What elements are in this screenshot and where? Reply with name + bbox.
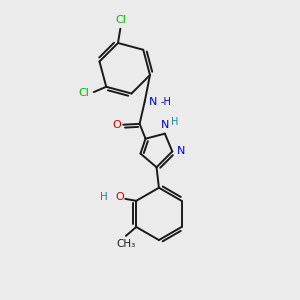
Text: Cl: Cl — [79, 88, 90, 98]
Text: H: H — [100, 192, 108, 202]
Text: N: N — [149, 97, 157, 107]
Text: O: O — [115, 192, 124, 202]
Text: Cl: Cl — [116, 15, 126, 25]
Text: N: N — [161, 120, 169, 130]
Text: -H: -H — [160, 97, 171, 107]
Text: CH₃: CH₃ — [116, 239, 136, 249]
Text: N: N — [176, 146, 185, 157]
Text: O: O — [112, 120, 121, 130]
Text: H: H — [171, 117, 179, 127]
